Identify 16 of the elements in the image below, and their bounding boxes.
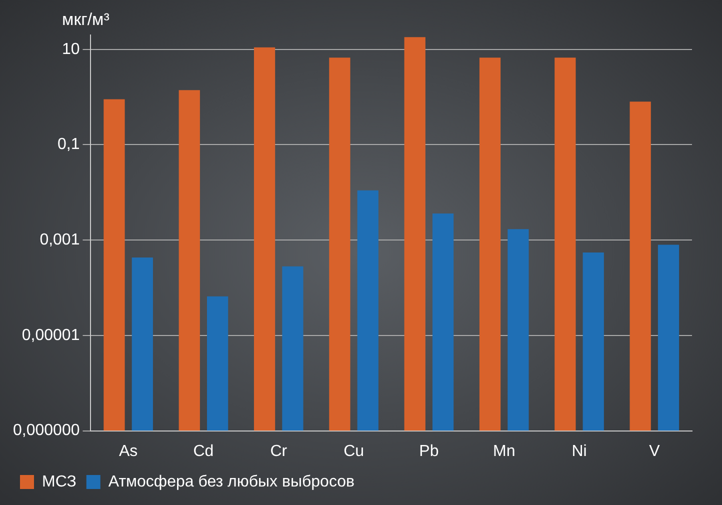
x-tick-label: Ni <box>572 442 587 460</box>
y-tick-label: 0,001 <box>40 231 80 248</box>
x-tick-label: Cr <box>270 442 288 460</box>
x-tick-label: Cd <box>193 442 214 460</box>
x-tick-label: Cu <box>344 442 364 460</box>
x-tick-label: As <box>118 442 138 460</box>
x-tick-label: Mn <box>492 442 516 460</box>
y-tick-label: 0,000000 <box>13 422 80 440</box>
legend-label: МСЗ <box>42 473 76 490</box>
y-tick-label: 0,00001 <box>22 326 80 344</box>
x-tick-label: V <box>649 442 660 460</box>
x-tick-label: Pb <box>419 442 439 460</box>
y-axis-title: мкг/м³ <box>62 10 110 30</box>
y-tick-label: 10 <box>62 40 80 58</box>
y-tick-label: 0,1 <box>57 136 80 154</box>
legend-label: Атмосфера без любых выбросов <box>108 473 355 490</box>
